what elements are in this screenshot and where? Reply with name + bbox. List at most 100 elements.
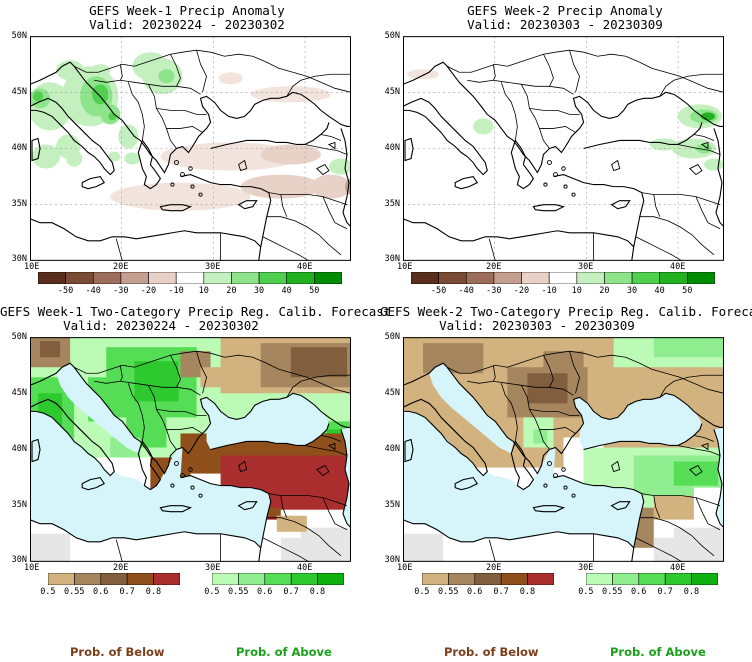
panel3-below-swatch xyxy=(48,573,75,585)
panel3-above-swatch xyxy=(317,573,344,585)
panel2-title-line2: Valid: 20230303 - 20230309 xyxy=(467,17,663,32)
panel2-lon-30: 30E xyxy=(578,262,594,272)
panel1-anomaly-tick: 20 xyxy=(226,286,237,296)
panel3-lon-10: 10E xyxy=(24,563,40,573)
panel1-anomaly-swatch xyxy=(120,272,149,284)
panel4-below-swatch xyxy=(474,573,502,585)
panel4-below-swatch xyxy=(448,573,476,585)
panel4-above-tick: 0.7 xyxy=(657,587,673,597)
panel4-lat-50: 50N xyxy=(384,332,400,342)
panel4-above-tick: 0.55 xyxy=(602,587,623,597)
panel3-lat-45: 45N xyxy=(11,388,27,398)
panel2-anomaly-swatch xyxy=(465,272,495,284)
panel4-below-tick: 0.6 xyxy=(467,587,483,597)
panel2-anomaly-swatch xyxy=(604,272,633,284)
panel2-lat-35: 35N xyxy=(384,199,400,209)
panel1-anomaly-tick: 40 xyxy=(281,286,292,296)
panel3-above-tick: 0.8 xyxy=(309,587,326,597)
panel1-anomaly-tick: 50 xyxy=(309,286,320,296)
panel1-title: GEFS Week-1 Precip Anomaly Valid: 202302… xyxy=(26,4,348,32)
panel4-below-colorbar xyxy=(422,573,554,585)
panel2-title-line1: GEFS Week-2 Precip Anomaly xyxy=(467,3,663,18)
panel2-anomaly-swatch xyxy=(548,272,578,284)
panel3-above-tick: 0.7 xyxy=(283,587,299,597)
panel2-anomaly-tick: -50 xyxy=(430,286,447,296)
panel3-above-swatch xyxy=(290,573,318,585)
panel4-map xyxy=(403,337,724,562)
panel3-lat-40: 40N xyxy=(11,444,27,454)
panel1-anomaly-tick: 10 xyxy=(198,286,209,296)
panel4-above-tick: 0.6 xyxy=(631,587,647,597)
panel1-lon-10: 10E xyxy=(24,262,40,272)
panel2-anomaly-swatch xyxy=(438,272,467,284)
panel3-lat-30: 30N xyxy=(11,555,27,565)
panel1-lat-35: 35N xyxy=(11,199,27,209)
panel1-anomaly-tick: -30 xyxy=(113,286,129,296)
panel4-above-tick: 0.8 xyxy=(683,587,700,597)
panel3-below-swatch xyxy=(100,573,128,585)
panel4-lat-35: 35N xyxy=(384,500,400,510)
panel2-lat-40: 40N xyxy=(384,143,400,153)
panel4-below-tick: 0.8 xyxy=(519,587,536,597)
panel1-anomaly-swatch xyxy=(231,272,260,284)
panel2-anomaly-tick: 40 xyxy=(654,286,665,296)
panel3-below-colorbar xyxy=(48,573,180,585)
panel4-title-line2: Valid: 20230303 - 20230309 xyxy=(439,318,635,333)
panel2-anomaly-tick: 30 xyxy=(626,286,638,296)
panel4-above-swatch xyxy=(664,573,692,585)
panel4-above-swatch xyxy=(612,573,640,585)
panel1-map xyxy=(30,36,351,261)
panel2-lat-50: 50N xyxy=(384,31,400,41)
panel4-lon-40: 40E xyxy=(670,563,686,573)
panel3-lat-35: 35N xyxy=(11,500,27,510)
panel1-anomaly-swatch xyxy=(203,272,232,284)
panel3-title-line2: Valid: 20230224 - 20230302 xyxy=(63,318,259,333)
panel4-above-tick: 0.5 xyxy=(578,587,594,597)
panel1-anomaly-tick: -10 xyxy=(168,286,184,296)
panel1-lon-40: 40E xyxy=(297,262,313,272)
panel4-below-swatch xyxy=(527,573,554,585)
panel3-prob-above-label: Prob. of Above xyxy=(236,645,332,659)
panel3-below-swatch xyxy=(153,573,180,585)
panel1-title-line2: Valid: 20230224 - 20230302 xyxy=(89,17,285,32)
panel4-lat-40: 40N xyxy=(384,444,400,454)
panel2-lat-30: 30N xyxy=(384,254,400,264)
panel2-title: GEFS Week-2 Precip Anomaly Valid: 202303… xyxy=(400,4,730,32)
panel2-anomaly-swatch xyxy=(411,272,439,284)
panel3-lon-40: 40E xyxy=(297,563,313,573)
panel3-above-swatch xyxy=(238,573,266,585)
panel4-prob-below-label: Prob. of Below xyxy=(444,645,539,659)
panel1-lat-50: 50N xyxy=(11,31,27,41)
panel3-title: GEFS Week-1 Two-Category Precip Reg. Cal… xyxy=(0,305,391,333)
panel4-above-colorbar xyxy=(586,573,718,585)
panel4-lon-10: 10E xyxy=(397,563,413,573)
panel1-anomaly-tick: -40 xyxy=(85,286,101,296)
panel4-above-swatch xyxy=(638,573,666,585)
panel4-below-tick: 0.55 xyxy=(438,587,459,597)
panel3-below-swatch xyxy=(74,573,102,585)
panel1-lon-30: 30E xyxy=(205,262,221,272)
panel2-lat-45: 45N xyxy=(384,87,400,97)
panel3-prob-below-label: Prob. of Below xyxy=(70,645,165,659)
panel3-map xyxy=(30,337,351,562)
panel1-lat-45: 45N xyxy=(11,87,27,97)
panel2-lon-40: 40E xyxy=(670,262,686,272)
panel4-above-swatch xyxy=(691,573,718,585)
panel3-above-tick: 0.6 xyxy=(257,587,273,597)
panel1-anomaly-swatch xyxy=(92,272,122,284)
panel3-above-swatch xyxy=(212,573,239,585)
panel4-lon-30: 30E xyxy=(578,563,594,573)
panel1-anomaly-swatch xyxy=(258,272,288,284)
panel2-anomaly-swatch xyxy=(521,272,550,284)
panel1-anomaly-swatch xyxy=(175,272,205,284)
panel2-anomaly-swatch xyxy=(576,272,605,284)
panel4-below-tick: 0.5 xyxy=(414,587,430,597)
panel1-anomaly-swatch xyxy=(148,272,177,284)
panel3-above-tick: 0.55 xyxy=(228,587,249,597)
panel1-anomaly-tick: 30 xyxy=(253,286,265,296)
panel4-title: GEFS Week-2 Two-Category Precip Reg. Cal… xyxy=(380,305,752,333)
panel1-anomaly-swatch xyxy=(65,272,94,284)
panel1-anomaly-swatch xyxy=(38,272,66,284)
panel1-anomaly-swatch xyxy=(314,272,342,284)
panel3-below-tick: 0.55 xyxy=(64,587,85,597)
